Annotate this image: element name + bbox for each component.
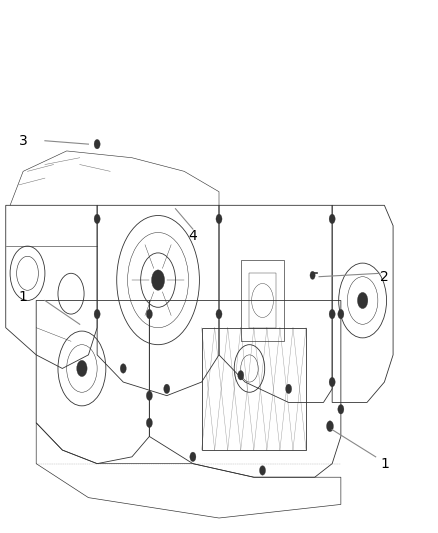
Circle shape <box>357 292 368 309</box>
Circle shape <box>329 377 335 387</box>
Text: 2: 2 <box>380 270 389 284</box>
Circle shape <box>286 384 292 393</box>
Circle shape <box>238 370 244 380</box>
Circle shape <box>216 214 222 224</box>
Circle shape <box>146 309 152 319</box>
Circle shape <box>259 466 265 475</box>
Circle shape <box>326 421 333 432</box>
Circle shape <box>146 391 152 400</box>
Circle shape <box>190 452 196 462</box>
Circle shape <box>329 309 335 319</box>
Circle shape <box>77 360 87 377</box>
Circle shape <box>216 309 222 319</box>
Text: 1: 1 <box>19 290 28 304</box>
Circle shape <box>94 140 100 149</box>
Circle shape <box>94 309 100 319</box>
Circle shape <box>329 214 335 224</box>
Circle shape <box>338 309 344 319</box>
Circle shape <box>146 418 152 427</box>
Circle shape <box>152 270 165 290</box>
Bar <box>250 273 276 328</box>
Circle shape <box>164 384 170 393</box>
Circle shape <box>120 364 126 373</box>
Text: 3: 3 <box>19 134 28 148</box>
Circle shape <box>338 405 344 414</box>
Text: 1: 1 <box>380 457 389 471</box>
Text: 4: 4 <box>188 229 197 243</box>
Bar <box>241 260 284 341</box>
Circle shape <box>94 214 100 224</box>
Bar <box>201 328 306 450</box>
Circle shape <box>310 271 315 279</box>
